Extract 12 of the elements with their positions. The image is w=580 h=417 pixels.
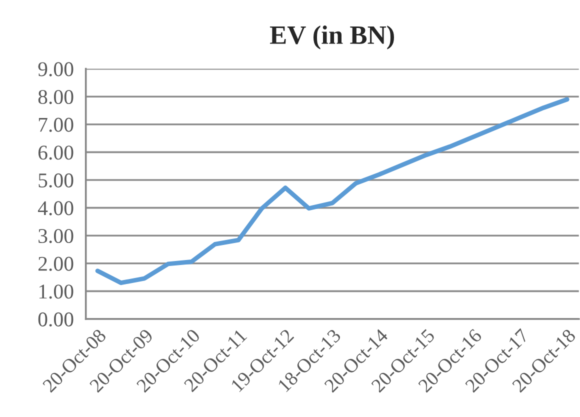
y-tick-label: 1.00 bbox=[39, 284, 74, 299]
y-tick-label: 0.00 bbox=[38, 312, 74, 327]
y-tick-label: 6.00 bbox=[38, 146, 74, 160]
y-tick-label: 5.00 bbox=[38, 173, 74, 188]
y-tick-label: 9.00 bbox=[38, 62, 74, 76]
chart-title: EV (in BN) bbox=[270, 25, 394, 50]
y-tick-label: 3.00 bbox=[38, 228, 74, 244]
line-series bbox=[95, 97, 570, 286]
y-tick-label: 2.00 bbox=[38, 256, 74, 271]
y-tick-label: 4.00 bbox=[38, 201, 74, 216]
y-tick-label: 8.00 bbox=[38, 90, 74, 104]
y-tick-label: 7.00 bbox=[38, 118, 74, 132]
